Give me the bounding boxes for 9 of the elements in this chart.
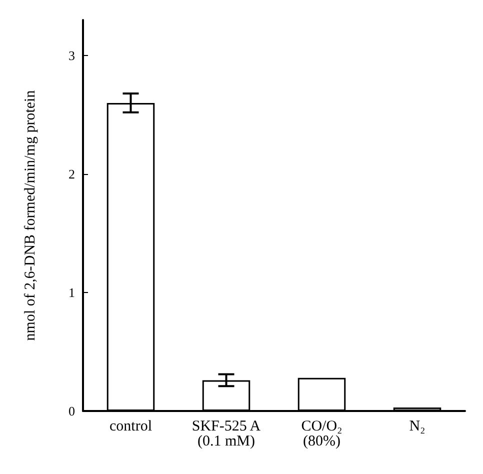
y-tick-label: 0 [68, 404, 75, 418]
x-tick-label: CO/O₂ (80%) [301, 418, 342, 450]
y-tick-label: 1 [68, 285, 75, 300]
y-axis-title: nmol of 2,6-DNB formed/min/mg protein [22, 90, 38, 341]
y-tick-label: 2 [68, 166, 75, 182]
x-tick-label: SKF-525 A (0.1 mM) [192, 418, 261, 450]
x-tick-label: N₂ [409, 418, 426, 434]
x-tick-label: control [110, 418, 152, 434]
y-tick-label: 3 [68, 48, 75, 64]
